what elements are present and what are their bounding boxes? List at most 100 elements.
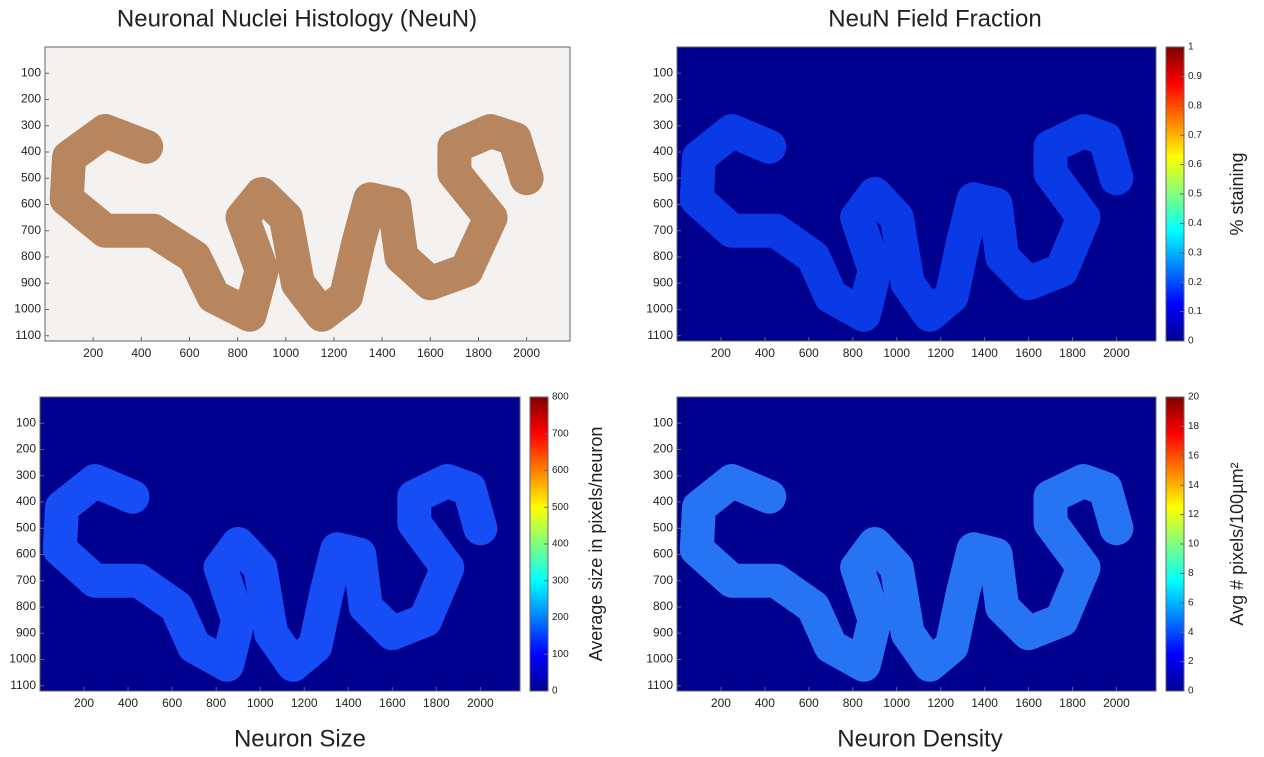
x-tick-label: 2000 [467, 696, 494, 710]
x-tick-label: 800 [228, 346, 248, 360]
colorbar-tick-label: 400 [552, 539, 569, 550]
y-tick-label: 900 [16, 625, 36, 639]
x-tick-label: 1000 [272, 346, 299, 360]
colorbar-tick-label: 10 [1188, 539, 1200, 550]
colorbar-label: Avg # pixels/100µm² [1227, 462, 1247, 625]
x-tick-label: 1200 [927, 346, 954, 360]
x-tick-label: 1800 [465, 346, 492, 360]
y-tick-label: 300 [16, 468, 36, 482]
colorbar-tick-label: 16 [1188, 450, 1200, 461]
colorbar-tick-label: 0.2 [1188, 277, 1202, 288]
y-tick-label: 800 [653, 599, 673, 613]
y-tick-label: 600 [21, 197, 41, 211]
y-tick-label: 1000 [14, 302, 41, 316]
x-tick-label: 600 [799, 696, 819, 710]
y-tick-label: 100 [21, 65, 41, 79]
y-tick-label: 300 [653, 468, 673, 482]
x-tick-label: 1000 [247, 696, 274, 710]
colorbar-tick-label: 0.3 [1188, 247, 1202, 258]
colorbar-tick-label: 20 [1188, 392, 1200, 403]
colorbar-tick-label: 0 [1188, 336, 1194, 347]
x-tick-label: 1800 [1059, 696, 1086, 710]
x-tick-label: 400 [131, 346, 151, 360]
y-tick-label: 700 [16, 573, 36, 587]
x-tick-label: 1600 [379, 696, 406, 710]
y-tick-label: 300 [653, 118, 673, 132]
colorbar-label: Average size in pixels/neuron [586, 427, 606, 662]
x-tick-label: 800 [843, 696, 863, 710]
colorbar-tick-label: 200 [552, 612, 569, 623]
tissue [679, 114, 1134, 332]
axes-frame [44, 46, 571, 342]
y-tick-label: 200 [653, 442, 673, 456]
x-tick-label: 1000 [883, 346, 910, 360]
x-tick-label: 1400 [335, 696, 362, 710]
colorbar-tick-label: 1 [1188, 42, 1194, 53]
x-tick-label: 1400 [971, 696, 998, 710]
y-tick-label: 1100 [10, 678, 36, 692]
x-tick-label: 2000 [513, 346, 540, 360]
y-tick-label: 1100 [15, 328, 41, 342]
y-tick-label: 800 [21, 249, 41, 263]
x-tick-label: 400 [755, 346, 775, 360]
colorbar-label: % staining [1227, 152, 1247, 235]
y-tick-label: 100 [16, 415, 36, 429]
colorbar-tick-label: 700 [552, 428, 569, 439]
x-tick-label: 1400 [369, 346, 396, 360]
y-tick-label: 500 [21, 170, 41, 184]
x-tick-label: 1600 [1015, 346, 1042, 360]
colorbar-tick-label: 0.1 [1188, 306, 1202, 317]
y-tick-label: 200 [16, 442, 36, 456]
colorbar-tick-label: 4 [1188, 627, 1194, 638]
axes-frame [39, 396, 521, 692]
x-tick-label: 1600 [1015, 696, 1042, 710]
x-tick-label: 600 [179, 346, 199, 360]
x-tick-label: 600 [162, 696, 182, 710]
colorbar-tick-label: 0 [552, 686, 558, 697]
x-tick-label: 1400 [971, 346, 998, 360]
y-tick-label: 600 [16, 547, 36, 561]
y-tick-label: 200 [653, 92, 673, 106]
chart-title: Neuronal Nuclei Histology (NeuN) [117, 5, 477, 32]
x-tick-label: 1800 [1059, 346, 1086, 360]
y-tick-label: 500 [16, 520, 36, 534]
y-tick-label: 300 [21, 118, 41, 132]
y-tick-label: 1100 [647, 328, 673, 342]
y-tick-label: 500 [653, 520, 673, 534]
colorbar-tick-label: 0.9 [1188, 71, 1202, 82]
colorbar-tick-label: 2 [1188, 656, 1194, 667]
y-tick-label: 1000 [646, 302, 673, 316]
colorbar-tick-label: 300 [552, 575, 569, 586]
tissue [49, 114, 544, 332]
colorbar-tick-label: 0.7 [1188, 130, 1202, 141]
y-tick-label: 700 [653, 223, 673, 237]
x-tick-label: 800 [206, 696, 226, 710]
y-tick-label: 900 [653, 625, 673, 639]
axes-frame [676, 396, 1157, 692]
y-tick-label: 800 [16, 599, 36, 613]
y-tick-label: 600 [653, 197, 673, 211]
x-tick-label: 1200 [927, 696, 954, 710]
colorbar-tick-label: 18 [1188, 421, 1200, 432]
x-tick-label: 200 [711, 696, 731, 710]
x-tick-label: 1800 [423, 696, 450, 710]
colorbar-tick-label: 100 [552, 649, 569, 660]
y-tick-label: 700 [653, 573, 673, 587]
x-tick-label: 1600 [417, 346, 444, 360]
y-tick-label: 600 [653, 547, 673, 561]
chart-title: Neuron Size [234, 725, 366, 752]
x-tick-label: 2000 [1103, 346, 1130, 360]
colorbar-tick-label: 8 [1188, 568, 1194, 579]
colorbar-tick-label: 0.4 [1188, 218, 1202, 229]
tissue [42, 464, 498, 682]
y-tick-label: 700 [21, 223, 41, 237]
x-tick-label: 800 [843, 346, 863, 360]
x-tick-label: 400 [755, 696, 775, 710]
y-tick-label: 1000 [646, 652, 673, 666]
x-tick-label: 200 [711, 346, 731, 360]
x-tick-label: 600 [799, 346, 819, 360]
x-tick-label: 2000 [1103, 696, 1130, 710]
y-tick-label: 900 [21, 275, 41, 289]
y-tick-label: 800 [653, 249, 673, 263]
